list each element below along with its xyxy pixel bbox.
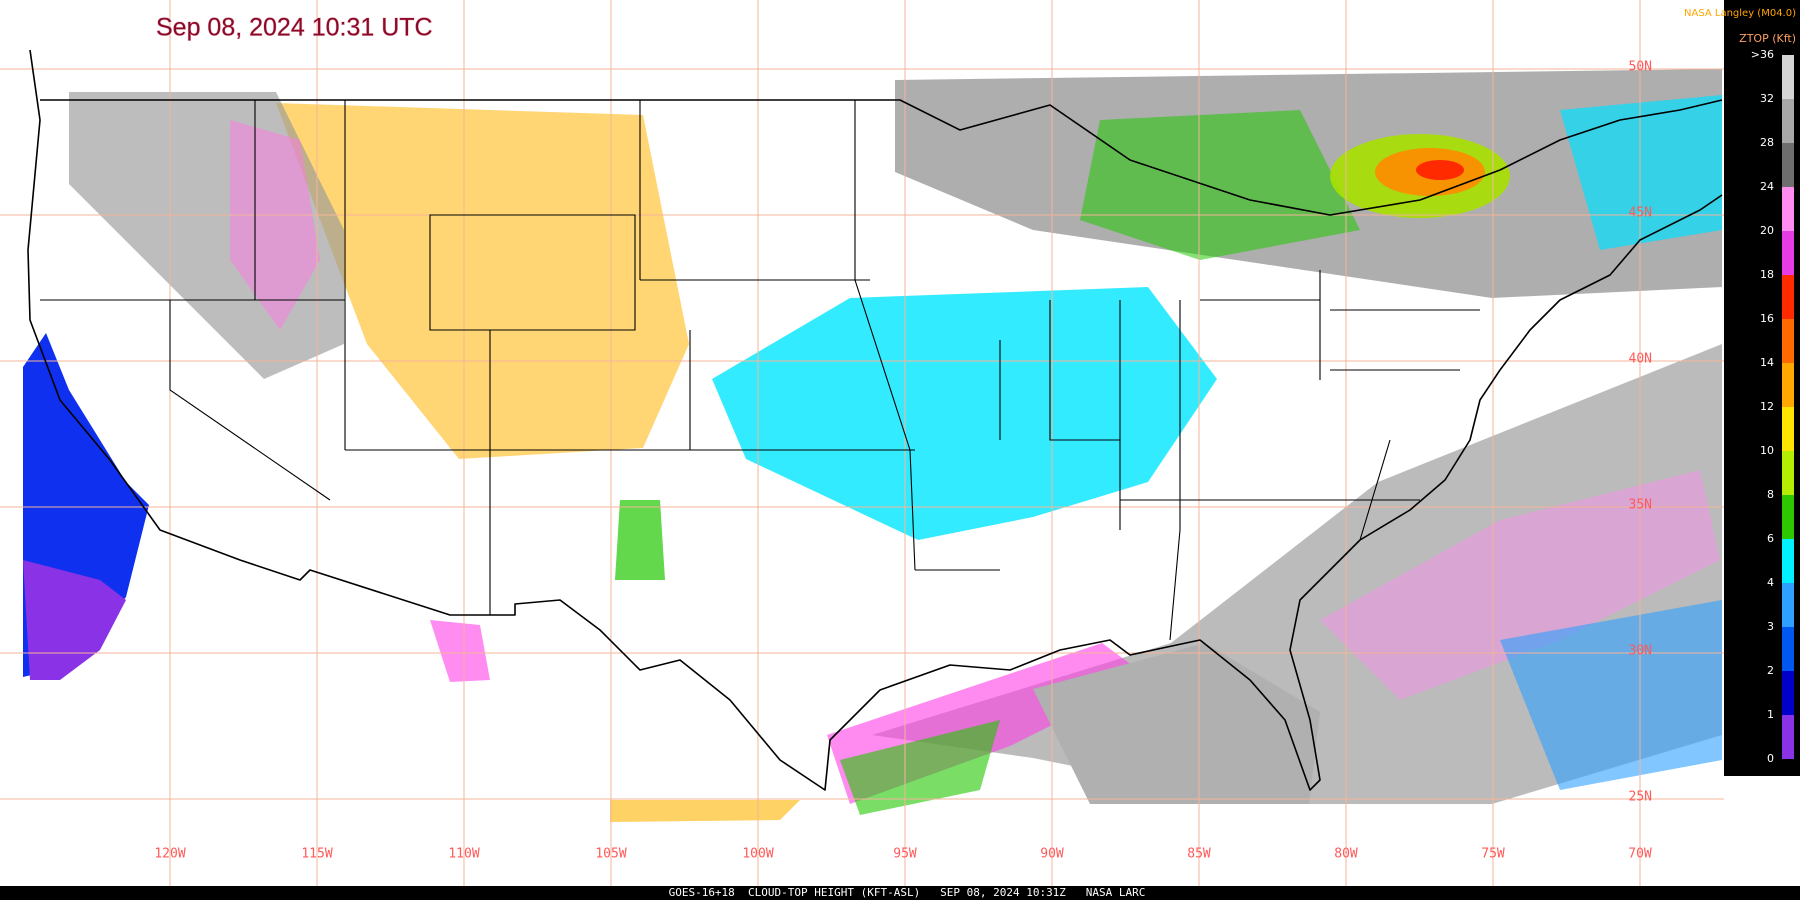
colorbar-label: 16	[1760, 312, 1774, 325]
colorbar-label: 3	[1767, 620, 1774, 633]
coordinate-labels: 120W 115W 110W 105W 100W 95W 90W 85W 80W 75W 70W 50…	[154, 60, 1652, 862]
longitude-label: 80W	[1334, 847, 1358, 862]
cloud-lakes-green	[1080, 110, 1360, 260]
cloud-mexico	[610, 800, 800, 822]
colorbar-segment	[1782, 231, 1794, 275]
cloud-new-mexico	[615, 500, 665, 580]
credit: NASA Langley (M04.0)	[1684, 8, 1796, 19]
colorbar-label: 12	[1760, 400, 1774, 413]
longitude-label: 95W	[893, 847, 917, 862]
cloud-atlantic-blue	[1500, 600, 1722, 790]
cloud-layer	[23, 69, 1722, 822]
colorbar-segment	[1782, 143, 1794, 187]
state-lines	[40, 100, 1480, 641]
cloud-rockies	[276, 103, 689, 459]
colorbar-segment	[1782, 187, 1794, 231]
colorbar-label: 4	[1767, 576, 1774, 589]
colorbar-segment	[1782, 539, 1794, 583]
cloud-northeast-cyan	[1560, 95, 1722, 250]
cloud-pacific-purple	[23, 560, 126, 680]
cloud-baja	[430, 620, 490, 682]
colorbar-label: 20	[1760, 224, 1774, 237]
cloud-midwest	[712, 287, 1217, 540]
cloud-storm-center	[1416, 160, 1464, 180]
timestamp-title: Sep 08, 2024 10:31 UTC	[156, 14, 433, 42]
colorbar-segment	[1782, 319, 1794, 363]
legend-title: ZTOP (Kft)	[1739, 32, 1796, 45]
cloud-gulf-grey	[1033, 643, 1320, 804]
colorbar-label: 14	[1760, 356, 1774, 369]
longitude-label: 110W	[448, 847, 479, 862]
colorbar-label: 1	[1767, 708, 1774, 721]
colorbar-segment	[1782, 583, 1794, 627]
colorbar-label: 6	[1767, 532, 1774, 545]
footer-text: GOES-16+18 CLOUD-TOP HEIGHT (KFT-ASL) SE…	[669, 886, 1146, 899]
colorbar-segment	[1782, 407, 1794, 451]
colorbar-label: 24	[1760, 180, 1774, 193]
latitude-label: 40N	[1629, 352, 1652, 367]
colorbar-label: 8	[1767, 488, 1774, 501]
colorbar-label: 0	[1767, 752, 1774, 765]
colorbar-label: 32	[1760, 92, 1774, 105]
colorbar-segment	[1782, 275, 1794, 319]
colorbar-segment	[1782, 495, 1794, 539]
colorbar-segment	[1782, 55, 1794, 99]
latitude-label: 45N	[1629, 206, 1652, 221]
longitude-label: 100W	[742, 847, 773, 862]
longitude-label: 105W	[595, 847, 626, 862]
colorbar-label: 10	[1760, 444, 1774, 457]
cloud-atlantic-pink	[1320, 470, 1720, 700]
latitude-label: 25N	[1629, 790, 1652, 805]
latitude-label: 50N	[1629, 60, 1652, 75]
colorbar-label: >36	[1751, 48, 1774, 61]
longitude-label: 85W	[1187, 847, 1211, 862]
longitude-label: 120W	[154, 847, 185, 862]
cloud-northwest-pink	[230, 120, 320, 330]
colorbar-segment	[1782, 451, 1794, 495]
graticule	[0, 0, 1724, 886]
latitude-label: 35N	[1629, 498, 1652, 513]
colorbar-segment	[1782, 715, 1794, 759]
colorbar-label: 18	[1760, 268, 1774, 281]
longitude-label: 75W	[1481, 847, 1505, 862]
longitude-label: 70W	[1628, 847, 1652, 862]
colorbar-segment	[1782, 99, 1794, 143]
longitude-label: 90W	[1040, 847, 1064, 862]
coastline	[27, 49, 1723, 791]
latitude-label: 30N	[1629, 644, 1652, 659]
colorbar-segment	[1782, 363, 1794, 407]
cloud-gulf-green	[840, 720, 1000, 815]
colorbar-label: 2	[1767, 664, 1774, 677]
colorbar-label: 28	[1760, 136, 1774, 149]
longitude-label: 115W	[301, 847, 332, 862]
canada-border	[40, 99, 1723, 216]
footer-bar	[0, 886, 1800, 900]
colorbar-segment	[1782, 627, 1794, 671]
borders	[27, 49, 1723, 791]
colorbar-segment	[1782, 671, 1794, 715]
